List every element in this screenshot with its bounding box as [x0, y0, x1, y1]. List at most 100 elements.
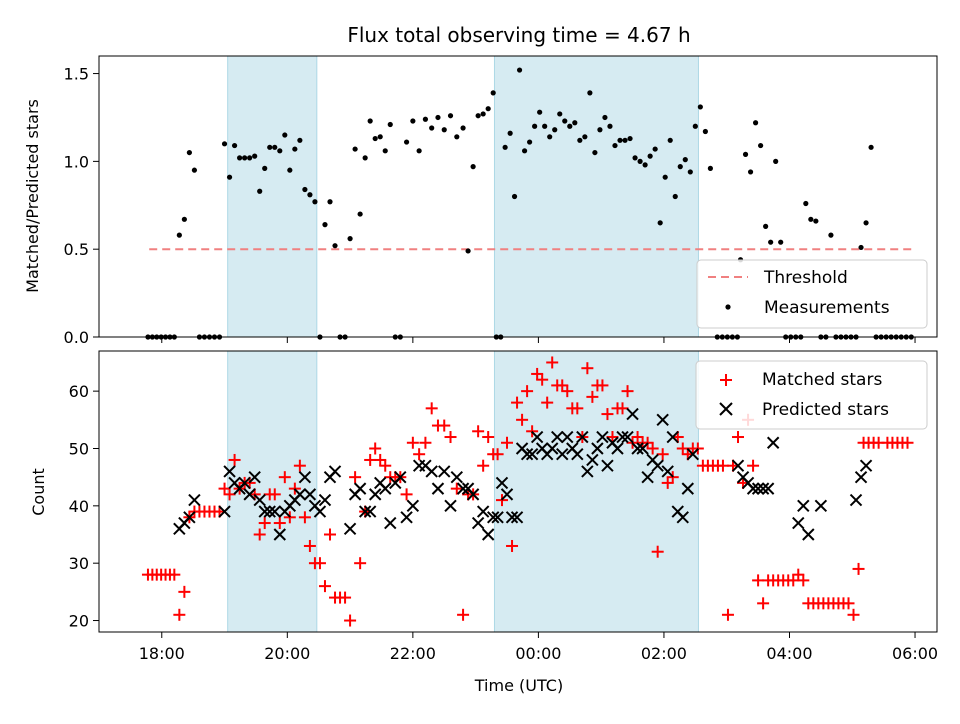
matched-star-point: [354, 557, 367, 570]
measurement-point: [587, 90, 593, 96]
predicted-star-point: [438, 465, 451, 478]
measurement-point: [567, 123, 573, 129]
measurement-point: [362, 155, 368, 161]
y-tick-label: 50: [69, 439, 89, 458]
matched-star-point: [606, 431, 619, 444]
predicted-star-point: [631, 442, 644, 455]
predicted-star-point: [481, 528, 495, 541]
measurement-point: [542, 123, 548, 129]
measurement-point: [262, 165, 268, 171]
measurement-point: [470, 164, 476, 170]
measurement-point: [465, 248, 471, 254]
matched-star-point: [792, 568, 805, 581]
top-axes-frame: [98, 55, 938, 338]
matched-star-point: [349, 471, 362, 484]
predicted-star-point: [551, 430, 564, 444]
matched-star-point: [541, 396, 554, 409]
measurement-point: [247, 155, 253, 161]
measurement-point: [181, 216, 187, 222]
top-x-ticks: [161, 337, 916, 343]
measurement-point: [577, 137, 583, 143]
matched-star-point: [400, 488, 413, 501]
bottom-y-axis-label: Count: [29, 468, 48, 516]
matched-star-point: [313, 557, 326, 570]
predicted-star-point: [505, 511, 519, 524]
matched-star-point: [797, 574, 810, 587]
measurement-point: [367, 118, 373, 124]
y-tick-label: 0.0: [64, 328, 89, 347]
matched-star-point: [223, 488, 236, 501]
matched-star-point: [273, 517, 286, 530]
measurement-point: [622, 137, 628, 143]
measurement-point: [557, 111, 563, 117]
matched-star-point: [651, 545, 664, 558]
measurement-point: [662, 174, 668, 180]
matched-star-point: [477, 459, 490, 472]
measurement-point: [768, 239, 774, 245]
matched-star-point: [425, 402, 438, 415]
measurement-point: [763, 223, 769, 229]
measurement-point: [429, 125, 435, 131]
predicted-star-point: [368, 488, 382, 501]
x-tick-label: 22:00: [390, 644, 436, 663]
predicted-star-point: [731, 459, 745, 472]
predicted-star-point: [651, 459, 664, 472]
matched-star-point: [847, 608, 860, 621]
legend-predicted-swatch: [719, 402, 733, 416]
predicted-star-point: [525, 448, 539, 461]
top-legend-box: [696, 259, 928, 329]
measurement-point: [813, 218, 819, 224]
predicted-star-point: [466, 488, 480, 501]
top-legend: Threshold Measurements: [696, 259, 928, 329]
predicted-star-point: [520, 448, 534, 461]
matched-star-point: [787, 574, 800, 587]
predicted-star-point: [751, 482, 765, 495]
matched-star-point: [901, 436, 914, 449]
measurement-point: [186, 149, 192, 156]
measurement-point: [176, 232, 182, 238]
measurement-point: [742, 151, 749, 157]
measurement-point: [191, 167, 198, 173]
predicted-star-point: [238, 476, 251, 490]
measurement-point: [307, 192, 313, 198]
bottom-legend-box: [695, 360, 928, 430]
measurement-point: [485, 106, 491, 112]
matched-star-point: [501, 436, 514, 449]
predicted-star-point: [298, 470, 312, 484]
measurement-point: [863, 220, 869, 226]
matched-star-point: [596, 379, 609, 392]
predicted-star-point: [601, 459, 614, 472]
measurement-point: [562, 118, 568, 124]
matched-star-point: [656, 448, 669, 461]
matched-star-point: [556, 379, 569, 392]
measurement-point: [602, 114, 608, 121]
measurement-point: [507, 130, 513, 136]
measurement-point: [292, 146, 298, 152]
matched-star-point: [323, 528, 336, 541]
y-tick-label: 0.5: [64, 240, 89, 259]
measurement-point: [502, 144, 508, 150]
matched-star-point: [450, 482, 463, 495]
measurement-point: [582, 134, 588, 140]
predicted-star-point: [431, 482, 445, 495]
predicted-star-point: [797, 499, 810, 513]
measurement-point: [702, 128, 708, 135]
measurement-point: [332, 243, 338, 249]
legend-measurements-label: Measurements: [764, 298, 890, 318]
measurement-point: [647, 153, 653, 159]
matched-star-point: [631, 431, 644, 444]
legend-measurements-swatch: [725, 304, 731, 310]
matched-star-point: [752, 574, 765, 587]
predicted-star-point: [273, 528, 286, 541]
matched-star-point: [268, 488, 281, 501]
measurement-point: [637, 158, 643, 164]
measurement-point: [808, 216, 814, 222]
predicted-star-point: [471, 516, 485, 530]
bottom-axes-frame: [98, 350, 938, 633]
measurement-point: [642, 162, 648, 168]
measurement-point: [372, 135, 378, 142]
predicted-star-point: [456, 482, 470, 495]
predicted-star-point: [746, 482, 760, 495]
x-tick-label: 02:00: [641, 644, 687, 663]
matched-star-point: [413, 448, 426, 461]
